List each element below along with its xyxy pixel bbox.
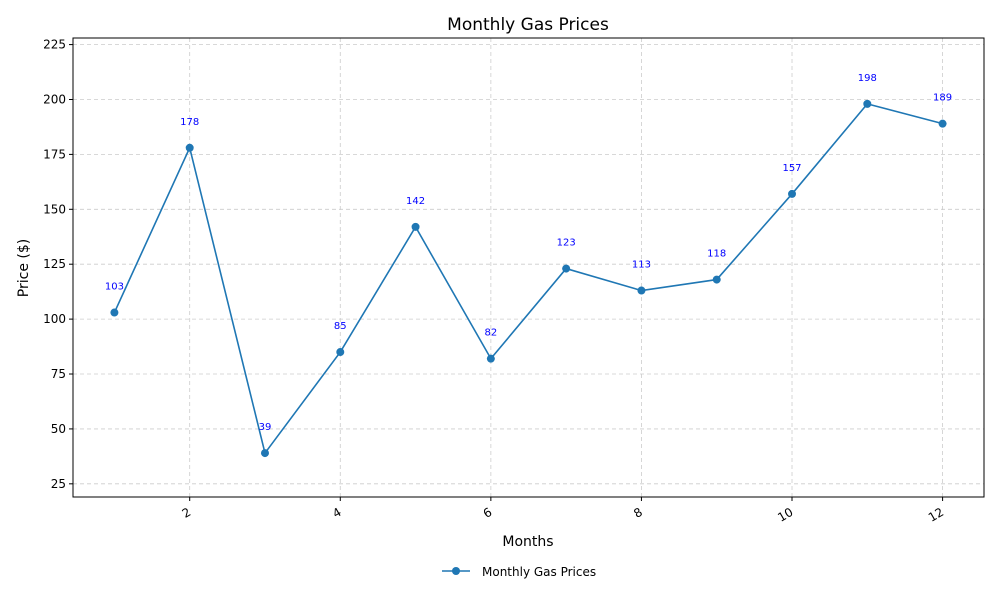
y-axis-ticks: 25 50 75 100 125 150 175 200 225 (43, 38, 73, 491)
y-tick-label: 50 (51, 422, 66, 436)
data-label: 157 (782, 163, 801, 174)
series-monthly-gas-prices (110, 99, 947, 458)
data-labels: 103 178 39 85 142 82 123 113 118 157 198 189 (105, 73, 952, 433)
series-line (113, 102, 943, 455)
legend: Monthly Gas Prices (442, 565, 596, 579)
data-label: 113 (632, 260, 651, 271)
data-point (336, 348, 345, 357)
x-tick-label: 12 (926, 505, 946, 525)
x-tick-label: 6 (481, 505, 495, 521)
data-label: 198 (858, 73, 877, 84)
data-label: 85 (334, 321, 347, 332)
y-tick-label: 25 (51, 477, 66, 491)
data-point (486, 354, 495, 363)
data-point (260, 449, 269, 458)
x-tick-label: 2 (180, 505, 194, 521)
y-tick-label: 150 (43, 202, 66, 216)
data-label: 142 (406, 196, 425, 207)
data-label: 189 (933, 93, 952, 104)
plot-frame (72, 37, 985, 498)
grid (73, 38, 984, 497)
data-point (712, 275, 721, 284)
legend-marker-swatch (452, 567, 460, 575)
data-point (411, 222, 420, 231)
y-tick-label: 75 (51, 367, 66, 381)
x-tick-label: 8 (631, 505, 645, 521)
y-tick-label: 200 (43, 92, 66, 106)
data-point (185, 143, 194, 152)
y-tick-label: 100 (43, 312, 66, 326)
y-axis-label: Price ($) (16, 239, 32, 297)
x-tick-label: 10 (775, 505, 795, 525)
y-tick-label: 125 (43, 257, 66, 271)
legend-entry-label: Monthly Gas Prices (482, 565, 596, 579)
data-label: 82 (484, 328, 497, 339)
data-point (863, 99, 872, 108)
y-tick-label: 175 (43, 147, 66, 161)
chart-title: Monthly Gas Prices (447, 15, 609, 35)
data-label: 118 (707, 249, 726, 260)
x-axis-ticks: 2 4 6 8 10 12 (180, 497, 946, 525)
x-tick-label: 4 (330, 505, 344, 521)
data-point (637, 286, 646, 295)
y-tick-label: 225 (43, 38, 66, 52)
data-point (562, 264, 571, 273)
data-label: 178 (180, 117, 199, 128)
data-label: 123 (557, 238, 576, 249)
data-point (938, 119, 947, 128)
data-label: 103 (105, 282, 124, 293)
data-point (788, 189, 797, 198)
data-label: 39 (259, 422, 272, 433)
data-point (110, 308, 119, 317)
x-axis-label: Months (502, 534, 553, 550)
